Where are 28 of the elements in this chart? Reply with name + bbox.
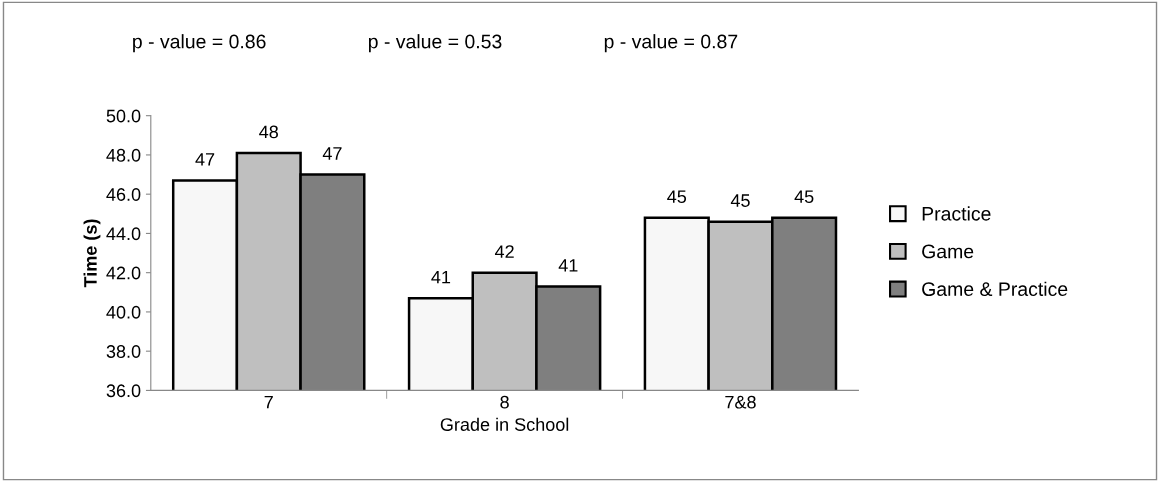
y-tick-label: 48.0 (106, 148, 141, 162)
y-tick-label: 44.0 (106, 227, 141, 241)
data-label: 47 (195, 153, 215, 166)
data-label: 41 (558, 259, 578, 272)
y-tick-label: 46.0 (106, 188, 141, 201)
y-axis-title: Time (s) (83, 219, 101, 288)
text: p - value = 0.87 (604, 34, 738, 53)
text: p - value = 0.86 (133, 34, 266, 53)
legend-label: Game (922, 244, 974, 259)
y-tick-label: 50.0 (106, 109, 141, 123)
data-label: 48 (259, 125, 278, 139)
y-tick-label: 38.0 (106, 345, 141, 358)
data-label: 42 (494, 245, 514, 258)
data-label: 41 (431, 270, 451, 284)
y-tick-label: 40.0 (106, 305, 141, 319)
data-label: 45 (794, 190, 814, 204)
text: p - value = 0.53 (368, 34, 502, 53)
x-tick-label: 8 (500, 395, 509, 409)
data-label: 45 (730, 194, 750, 207)
legend-label: Practice (922, 206, 991, 221)
data-label: 45 (667, 190, 687, 204)
x-axis-title: Grade in School (440, 417, 569, 431)
legend-label: Game & Practice (922, 281, 1068, 296)
x-tick-label: 7 (264, 395, 273, 409)
data-label: 47 (322, 147, 342, 160)
x-tick-label: 7&8 (725, 395, 756, 409)
y-tick-label: 36.0 (106, 384, 141, 398)
y-tick-label: 42.0 (106, 266, 141, 280)
